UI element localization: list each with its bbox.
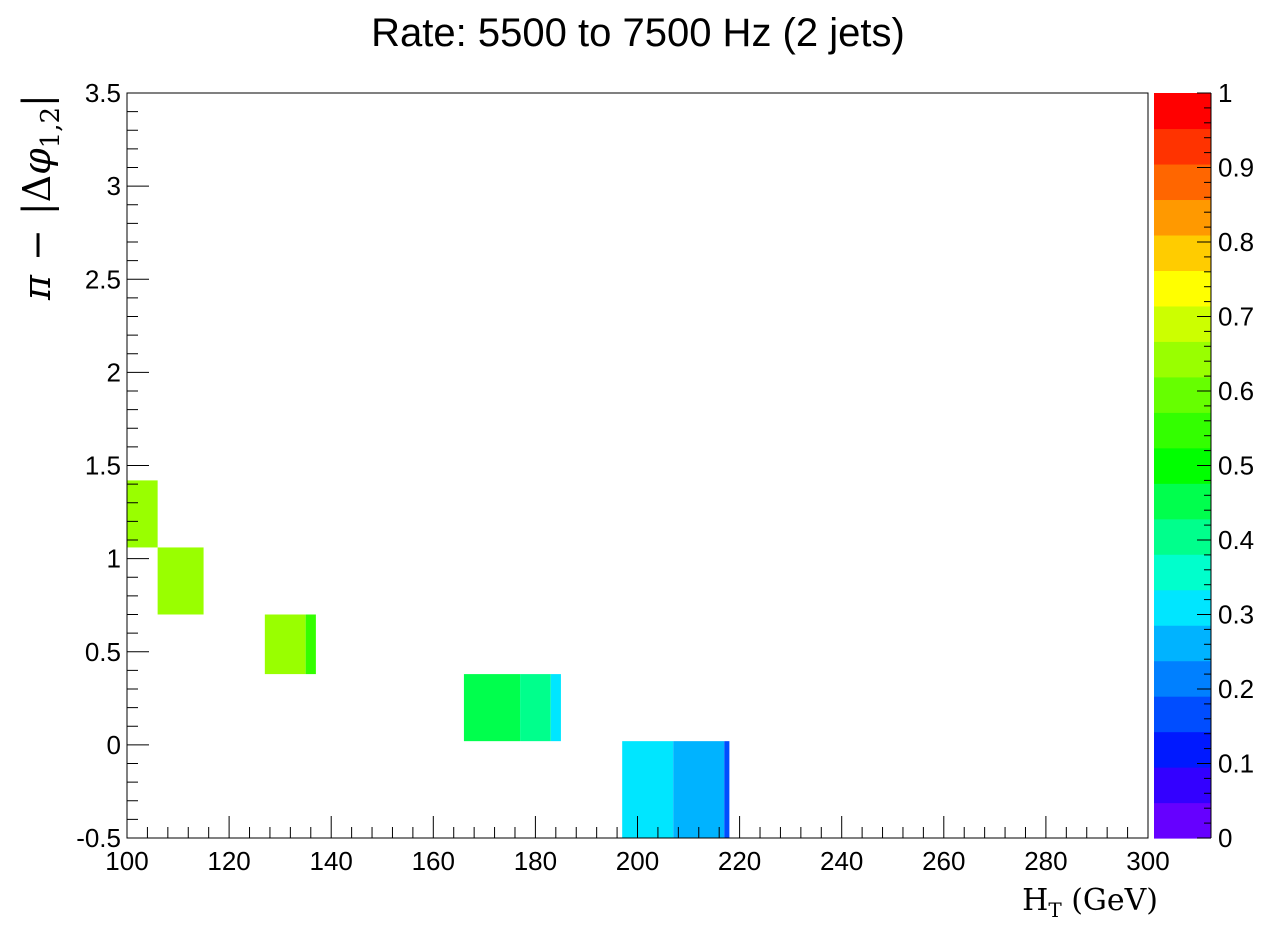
y-tick-label: 2 <box>107 357 121 387</box>
color-scale-swatch <box>1154 128 1211 165</box>
heatmap-cell <box>673 741 725 838</box>
color-scale-tick-label: 0.8 <box>1218 227 1254 257</box>
y-tick-label: 0.5 <box>85 637 121 667</box>
color-scale-swatch <box>1154 802 1211 839</box>
y-tick-label: -0.5 <box>76 823 121 853</box>
x-tick-label: 180 <box>514 846 557 876</box>
color-scale <box>1154 93 1211 839</box>
x-tick-label: 260 <box>922 846 965 876</box>
y-axis: -0.5 0 0.5 1 1.5 2 2.5 3 3.5 <box>76 78 149 853</box>
color-scale-tick-label: 0.2 <box>1218 674 1254 704</box>
color-scale-tick-label: 0.6 <box>1218 376 1254 406</box>
heatmap-cell <box>463 674 521 742</box>
x-axis: 100 120 140 160 180 200 220 240 260 280 300 <box>105 816 1170 876</box>
color-scale-swatch <box>1154 767 1211 804</box>
color-scale-swatch <box>1154 483 1211 520</box>
y-tick-label: 1 <box>107 544 121 574</box>
color-scale-tick-label: 0 <box>1218 823 1232 853</box>
color-scale-tick-label: 0.4 <box>1218 525 1254 555</box>
color-scale-swatch <box>1154 589 1211 626</box>
color-scale-swatch <box>1154 376 1211 413</box>
plot-area <box>127 93 1148 838</box>
x-tick-label: 200 <box>616 846 659 876</box>
y-tick-label: 0 <box>107 730 121 760</box>
color-scale-swatch <box>1154 341 1211 378</box>
svg-text:HT (GeV): HT (GeV) <box>1022 883 1158 922</box>
color-scale-swatch <box>1154 696 1211 733</box>
color-scale-tick-label: 1 <box>1218 78 1232 108</box>
color-scale-swatch <box>1154 234 1211 271</box>
color-scale-swatch <box>1154 625 1211 662</box>
chart-title: Rate: 5500 to 7500 Hz (2 jets) <box>371 11 905 55</box>
y-tick-label: 1.5 <box>85 451 121 481</box>
x-axis-title: HT (GeV) <box>1022 883 1158 922</box>
color-scale-swatch <box>1154 163 1211 201</box>
x-tick-label: 280 <box>1024 846 1067 876</box>
heatmap-cell <box>724 741 730 838</box>
heatmap-cell <box>550 674 561 742</box>
x-tick-label: 120 <box>207 846 250 876</box>
heatmap-cell <box>264 614 306 675</box>
color-scale-tick-label: 0.3 <box>1218 600 1254 630</box>
x-tick-label: 300 <box>1126 846 1169 876</box>
color-scale-swatch <box>1154 660 1211 697</box>
color-scale-tick-label: 0.5 <box>1218 451 1254 481</box>
x-tick-label: 220 <box>718 846 761 876</box>
color-scale-tick-label: 0.7 <box>1218 302 1254 332</box>
color-scale-swatch <box>1154 93 1211 130</box>
y-tick-label: 3.5 <box>85 78 121 108</box>
color-scale-swatch <box>1154 731 1211 768</box>
color-scale-swatch <box>1154 199 1211 236</box>
color-scale-tick-label: 0.1 <box>1218 749 1254 779</box>
color-scale-swatch <box>1154 518 1211 555</box>
x-tick-label: 140 <box>310 846 353 876</box>
heatmap-cell <box>157 547 204 615</box>
heatmap-cell <box>520 674 551 742</box>
color-scale-swatch <box>1154 554 1211 591</box>
y-tick-label: 2.5 <box>85 264 121 294</box>
x-tick-label: 100 <box>105 846 148 876</box>
x-tick-label: 160 <box>412 846 455 876</box>
svg-text:π−|Δφ1,2|: π−|Δφ1,2| <box>15 94 66 301</box>
heatmap-cell <box>622 741 674 838</box>
y-tick-label: 3 <box>107 171 121 201</box>
x-tick-label: 240 <box>820 846 863 876</box>
color-scale-swatch <box>1154 270 1211 307</box>
heatmap-cells <box>127 480 730 838</box>
heatmap-cell <box>305 614 316 675</box>
y-axis-title: π−|Δφ1,2| <box>15 94 66 301</box>
color-scale-tick-label: 0.9 <box>1218 153 1254 183</box>
color-scale-swatch <box>1154 305 1211 342</box>
color-scale-swatch <box>1154 412 1211 449</box>
heatmap-cell <box>127 480 158 548</box>
color-scale-axis: 0 0.1 0.2 0.3 0.4 0.5 0.6 0.7 0.8 0.9 1 <box>1197 78 1254 853</box>
